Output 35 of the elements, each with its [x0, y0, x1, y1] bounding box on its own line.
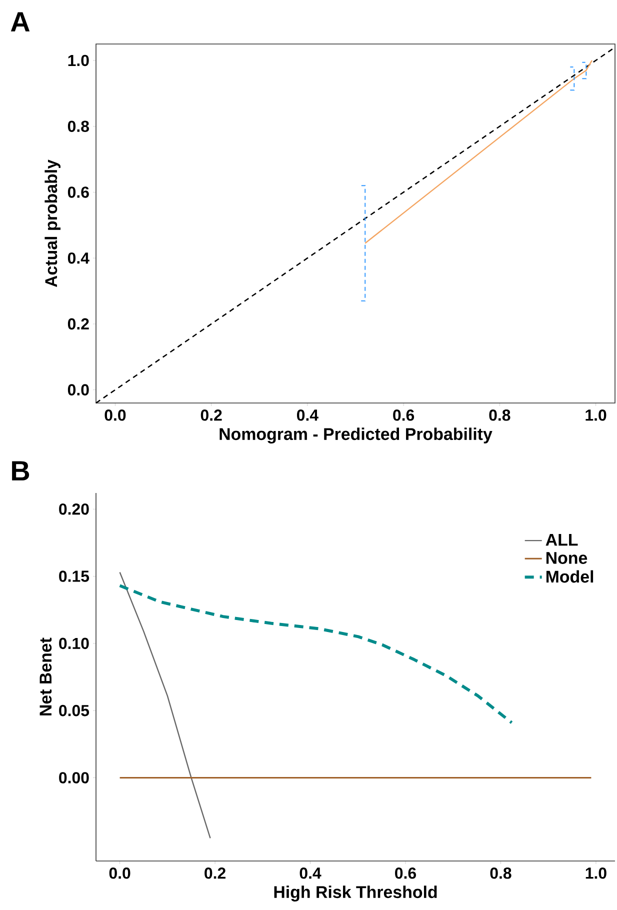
legend-label: Model: [546, 570, 594, 583]
y-tick-label: 1.0: [68, 54, 89, 66]
text: A: [10, 12, 30, 32]
x-tick-label: 1.0: [586, 410, 606, 421]
legend-label: None: [546, 552, 588, 564]
x-tick-label: 0.4: [296, 410, 318, 421]
y-tick-label: 0.0: [68, 384, 89, 396]
x-axis-title: Nomogram - Predicted Probability: [220, 428, 492, 444]
x-tick-label: 0.4: [300, 868, 322, 879]
x-tick-label: 0.2: [204, 868, 226, 879]
x-tick-label: 0.8: [489, 410, 510, 421]
y-tick-label: 0.05: [59, 704, 90, 716]
y-axis-title: Net Benet: [40, 638, 52, 716]
x-tick-label: 0.8: [490, 868, 512, 879]
y-tick-label: 0.10: [59, 638, 89, 650]
x-tick-label: 0.2: [200, 410, 222, 421]
x-tick-label: 0.6: [395, 868, 416, 879]
text: B: [12, 461, 30, 480]
x-tick-label: 0.0: [104, 410, 126, 421]
y-tick-label: 0.00: [59, 772, 89, 784]
x-tick-label: 1.0: [586, 868, 606, 879]
y-tick-label: 0.15: [59, 570, 90, 582]
y-tick-label: 0.4: [68, 252, 90, 264]
line-series: [118, 584, 514, 724]
x-tick-label: 0.0: [109, 868, 130, 879]
y-axis-title: Actual probably: [44, 160, 60, 288]
y-tick-label: 0.2: [68, 318, 89, 330]
line-series: [119, 572, 211, 839]
y-tick-label: 0.6: [68, 186, 89, 198]
line-series: [364, 60, 593, 244]
x-axis-title: High Risk Threshold: [274, 886, 437, 902]
legend-label: ALL: [546, 534, 578, 546]
y-tick-label: 0.8: [68, 120, 89, 132]
y-tick-label: 0.20: [59, 503, 89, 515]
x-tick-label: 0.6: [393, 410, 414, 421]
